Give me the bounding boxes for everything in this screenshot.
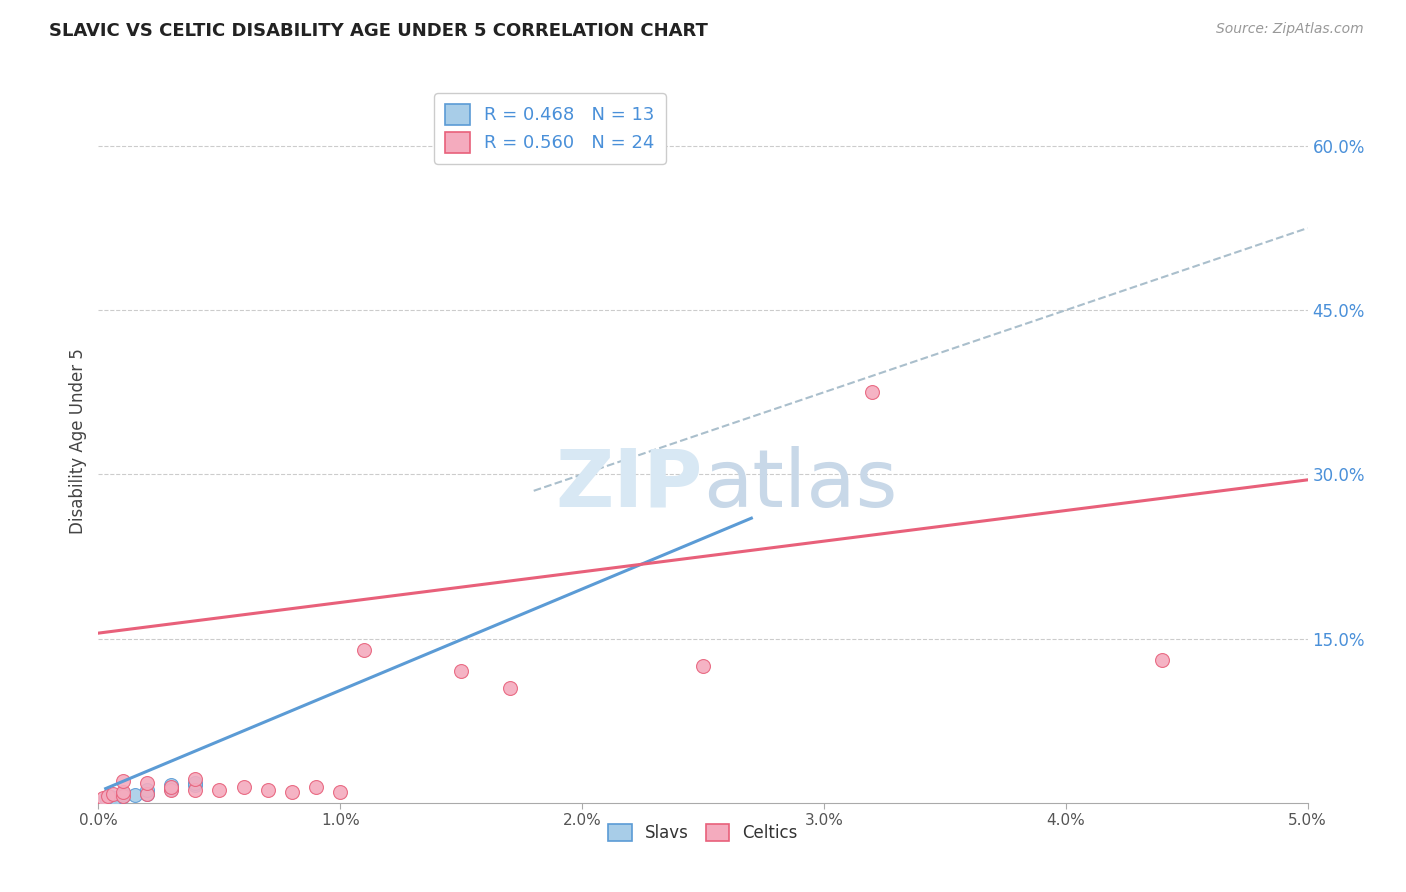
Point	[104, 791, 127, 805]
Point	[329, 785, 352, 799]
Point	[1152, 653, 1174, 667]
Point	[305, 780, 328, 795]
Legend: Slavs, Celtics: Slavs, Celtics	[602, 817, 804, 848]
Point	[135, 787, 157, 801]
Point	[111, 787, 134, 801]
Point	[184, 772, 207, 786]
Point	[184, 782, 207, 797]
Point	[160, 780, 183, 795]
Point	[498, 681, 520, 695]
Point	[184, 776, 207, 790]
Point	[94, 791, 117, 805]
Point	[160, 782, 183, 797]
Point	[111, 789, 134, 804]
Point	[256, 782, 278, 797]
Point	[97, 789, 120, 804]
Point	[111, 773, 134, 788]
Text: ZIP: ZIP	[555, 446, 703, 524]
Point	[111, 789, 134, 804]
Point	[124, 788, 146, 802]
Point	[860, 385, 883, 400]
Point	[232, 780, 254, 795]
Point	[692, 659, 714, 673]
Text: atlas: atlas	[703, 446, 897, 524]
Point	[100, 790, 122, 805]
Y-axis label: Disability Age Under 5: Disability Age Under 5	[69, 349, 87, 534]
Point	[353, 642, 375, 657]
Point	[281, 785, 304, 799]
Point	[111, 785, 134, 799]
Text: Source: ZipAtlas.com: Source: ZipAtlas.com	[1216, 22, 1364, 37]
Point	[450, 665, 472, 679]
Point	[91, 791, 114, 805]
Point	[184, 778, 207, 792]
Point	[101, 787, 124, 801]
Text: SLAVIC VS CELTIC DISABILITY AGE UNDER 5 CORRELATION CHART: SLAVIC VS CELTIC DISABILITY AGE UNDER 5 …	[49, 22, 709, 40]
Point	[135, 782, 157, 797]
Point	[135, 787, 157, 801]
Point	[208, 782, 231, 797]
Point	[160, 781, 183, 796]
Point	[160, 778, 183, 792]
Point	[558, 145, 581, 159]
Point	[135, 776, 157, 790]
